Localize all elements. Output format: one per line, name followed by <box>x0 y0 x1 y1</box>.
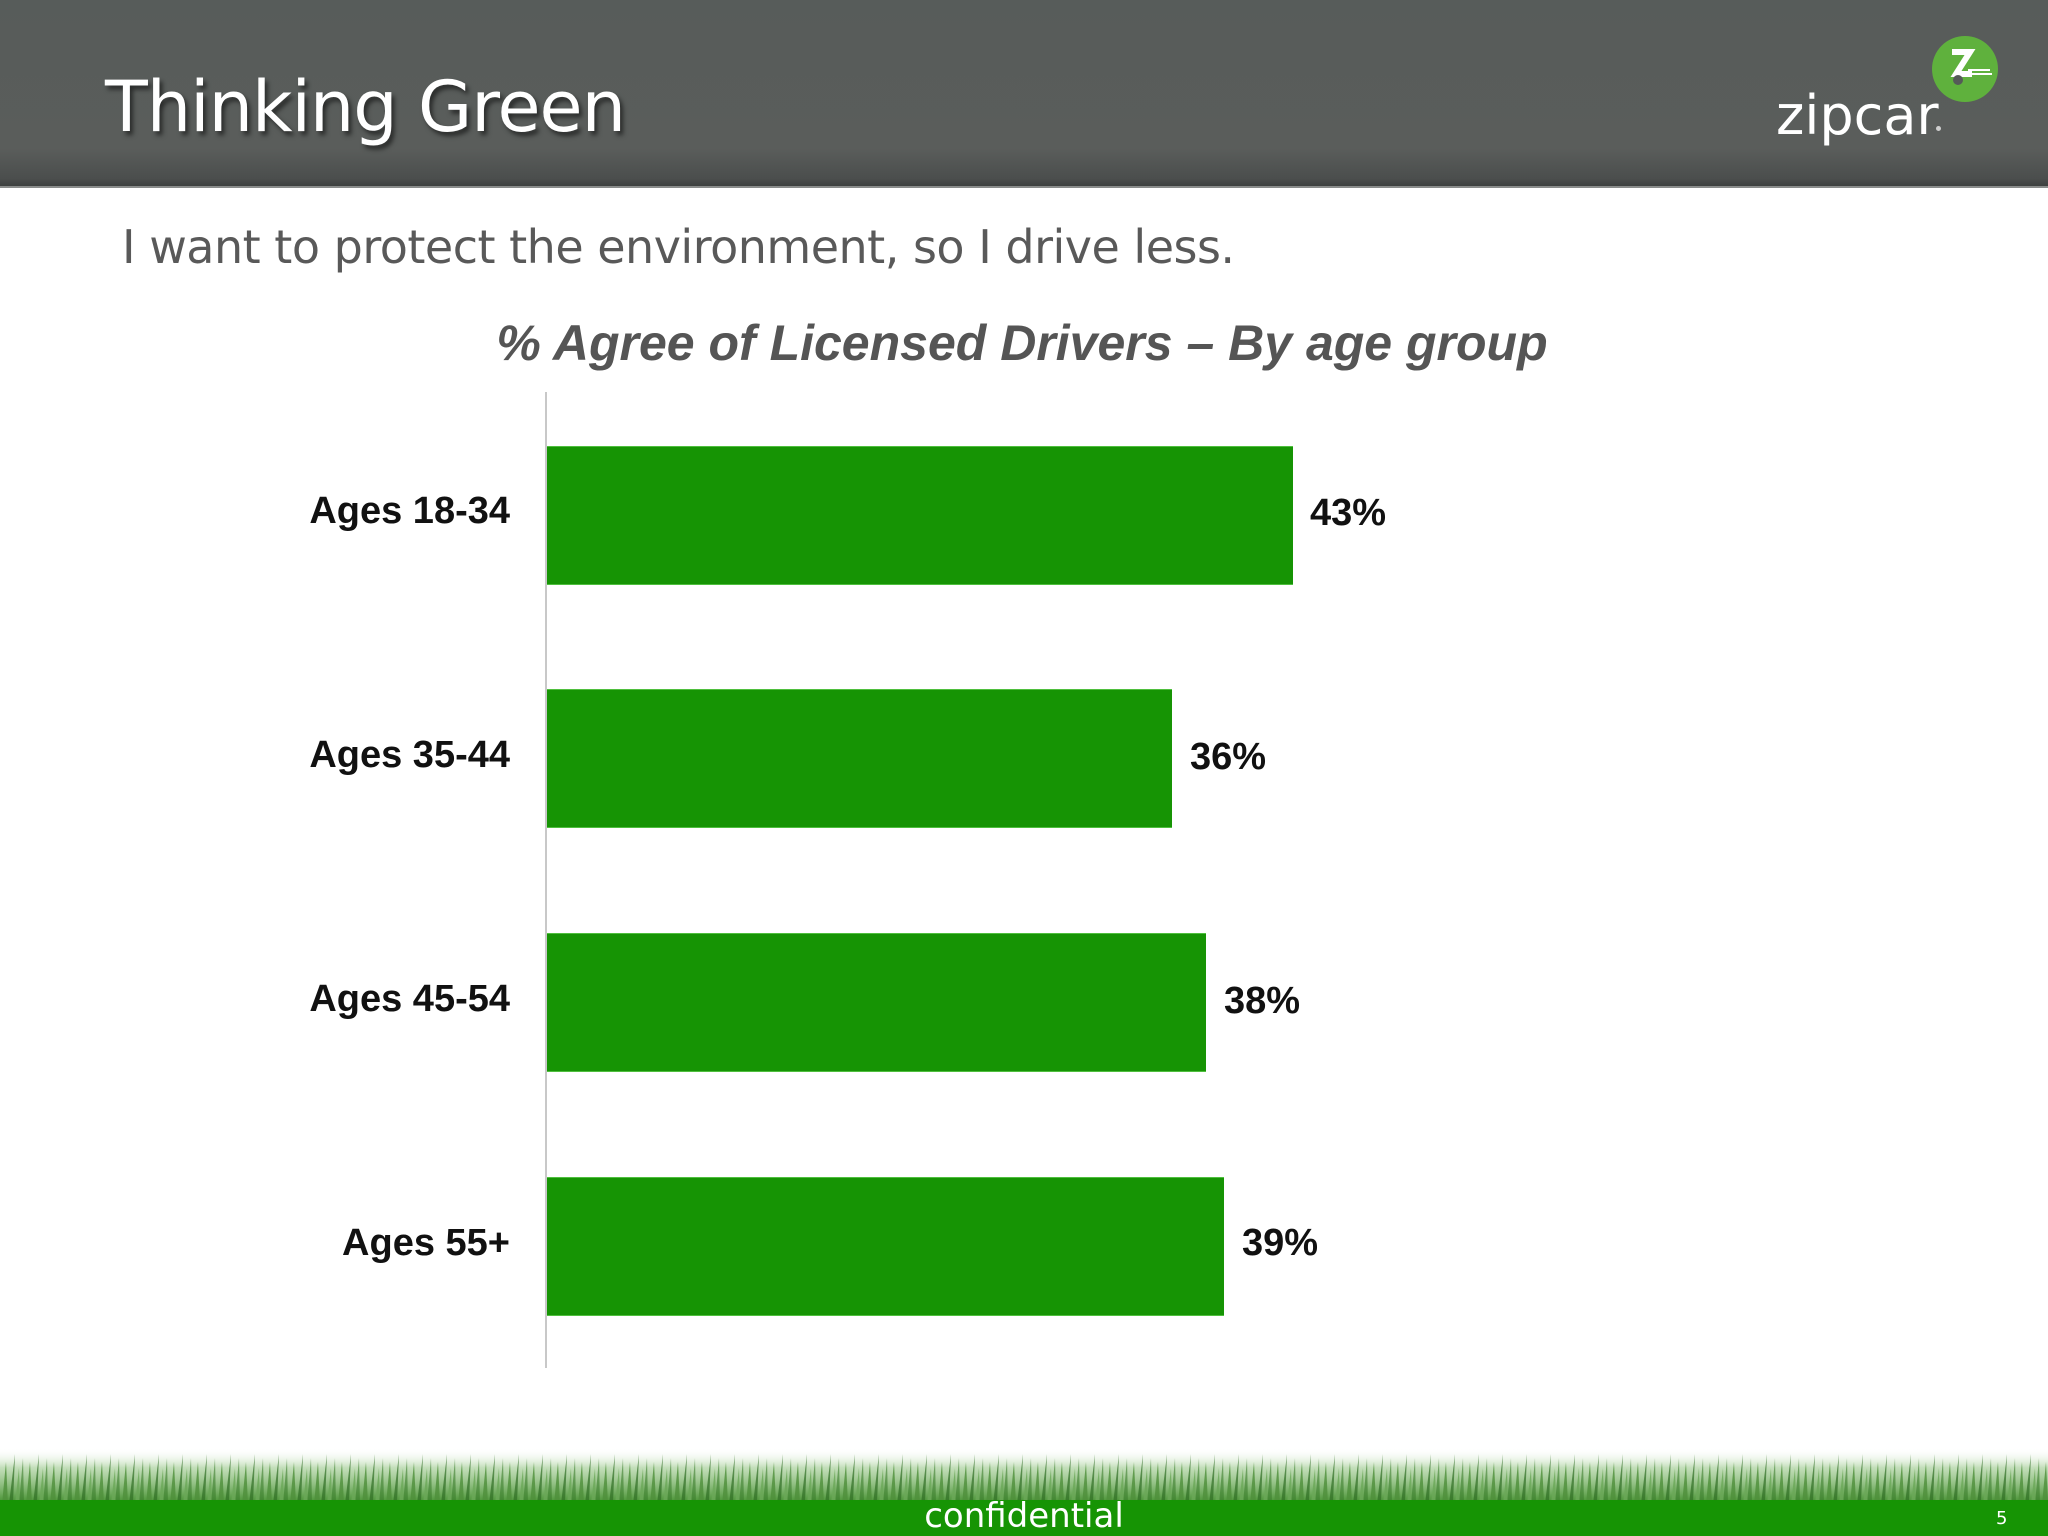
slide-subtitle: I want to protect the environment, so I … <box>122 220 1235 274</box>
category-label: Ages 55+ <box>342 1222 510 1264</box>
category-label: Ages 45-54 <box>309 978 510 1020</box>
zipcar-z-badge-icon <box>1932 36 1998 102</box>
z-wheel-icon <box>1950 49 1992 85</box>
bar-ages-45-54 <box>547 933 1206 1072</box>
category-label: Ages 35-44 <box>309 734 510 776</box>
value-label: 38% <box>1224 980 1301 1022</box>
logo-registered-dot <box>1936 126 1941 131</box>
value-label: 39% <box>1242 1222 1319 1264</box>
zipcar-logo: zipcar <box>1770 36 2000 156</box>
logo-wordmark: zipcar <box>1776 84 1939 147</box>
category-label: Ages 18-34 <box>309 490 510 532</box>
footer-band <box>0 1500 2048 1536</box>
bar-ages-55-plus <box>547 1177 1224 1316</box>
grass-decoration <box>0 1448 2048 1504</box>
chart-title-text: % Agree of Licensed Drivers – By age gro… <box>496 315 1548 371</box>
value-label: 43% <box>1310 492 1387 534</box>
value-label: 36% <box>1190 736 1267 778</box>
page-number: 5 <box>1996 1508 2008 1529</box>
chart-title: % Agree of Licensed Drivers – By age gro… <box>0 314 2048 372</box>
confidential-label: confidential <box>924 1496 1124 1536</box>
slide-title: Thinking Green <box>105 66 626 148</box>
bar-ages-18-34 <box>547 446 1293 585</box>
category-axis-line <box>545 392 547 1368</box>
slide-header: Thinking Green zipcar <box>0 0 2048 188</box>
bar-ages-35-44 <box>547 689 1172 828</box>
